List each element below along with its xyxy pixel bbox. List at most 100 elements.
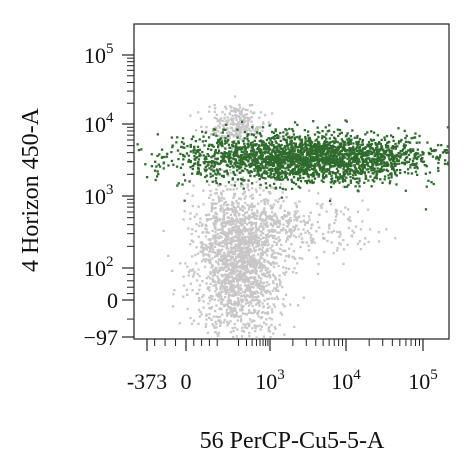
event-dot (333, 154, 337, 157)
event-dot (275, 262, 278, 265)
event-dot (260, 288, 263, 291)
event-dot (268, 325, 271, 329)
event-dot (248, 277, 252, 280)
event-dot (237, 202, 240, 205)
event-dot (355, 181, 358, 184)
event-dot (382, 152, 385, 155)
event-dot (210, 156, 213, 159)
event-dot (292, 256, 295, 259)
event-dot (228, 165, 232, 169)
event-dot (264, 162, 268, 165)
event-dot (393, 160, 396, 163)
event-dot (213, 131, 216, 134)
event-dot (208, 105, 211, 108)
event-dot (437, 143, 440, 147)
event-dot (320, 155, 323, 158)
event-dot (344, 119, 347, 122)
event-dot (386, 141, 389, 145)
event-dot (380, 146, 384, 150)
event-dot (296, 157, 300, 160)
event-dot (189, 114, 192, 117)
event-dot (285, 232, 288, 235)
event-dot (229, 239, 232, 242)
event-dot (245, 242, 248, 246)
event-dot (229, 213, 233, 216)
event-dot (380, 145, 384, 148)
event-dot (240, 247, 243, 250)
event-dot (216, 161, 219, 164)
event-dot (233, 95, 237, 98)
event-dot (242, 271, 246, 274)
event-dot (316, 161, 319, 165)
event-dot (227, 181, 231, 184)
event-dot (187, 274, 190, 277)
event-dot (249, 228, 253, 231)
event-dot (230, 307, 233, 310)
event-dot (224, 292, 227, 295)
event-dot (224, 254, 227, 257)
event-dot (320, 179, 323, 182)
event-dot (193, 215, 196, 218)
event-dot (247, 254, 251, 257)
event-dot (257, 261, 260, 264)
event-dot (267, 327, 270, 330)
event-dot (317, 154, 320, 157)
event-dot (252, 163, 255, 166)
event-dot (241, 280, 245, 283)
event-dot (311, 158, 314, 161)
event-dot (347, 140, 350, 143)
event-dot (243, 254, 246, 257)
event-dot (251, 257, 254, 260)
event-dot (158, 153, 161, 156)
event-dot (250, 255, 254, 258)
event-dot (253, 149, 256, 152)
event-dot (267, 261, 271, 265)
event-dot (238, 235, 241, 238)
event-dot (294, 157, 297, 161)
event-dot (316, 155, 319, 158)
event-dot (224, 208, 228, 211)
event-dot (391, 159, 395, 163)
event-dot (430, 149, 434, 152)
event-dot (238, 146, 241, 149)
event-dot (223, 211, 226, 214)
event-dot (390, 174, 393, 177)
event-dot (227, 301, 230, 304)
event-dot (254, 310, 257, 313)
event-dot (356, 149, 359, 153)
event-dot (186, 265, 189, 268)
event-dot (231, 164, 234, 167)
event-dot (274, 128, 277, 131)
event-dot (186, 293, 189, 296)
event-dot (295, 159, 298, 162)
event-dot (199, 154, 202, 157)
event-dot (250, 282, 253, 286)
event-dot (223, 242, 227, 245)
event-dot (289, 170, 292, 173)
event-dot (322, 153, 325, 156)
event-dot (285, 240, 288, 243)
event-dot (150, 153, 153, 156)
event-dot (358, 149, 361, 152)
event-dot (252, 281, 255, 284)
event-dot (198, 224, 201, 227)
event-dot (237, 141, 240, 144)
event-dot (251, 155, 254, 158)
event-dot (299, 186, 302, 189)
event-dot (197, 205, 200, 208)
event-dot (263, 201, 266, 204)
event-dot (207, 154, 210, 157)
event-dot (285, 157, 288, 161)
event-dot (248, 309, 251, 312)
event-dot (250, 285, 253, 288)
event-dot (239, 264, 242, 268)
event-dot (260, 148, 263, 152)
event-dot (227, 174, 230, 177)
event-dot (215, 192, 219, 195)
event-dot (213, 116, 216, 120)
event-dot (383, 161, 386, 164)
event-dot (295, 216, 299, 219)
event-dot (249, 239, 253, 242)
event-dot (236, 165, 239, 168)
event-dot (252, 291, 255, 294)
